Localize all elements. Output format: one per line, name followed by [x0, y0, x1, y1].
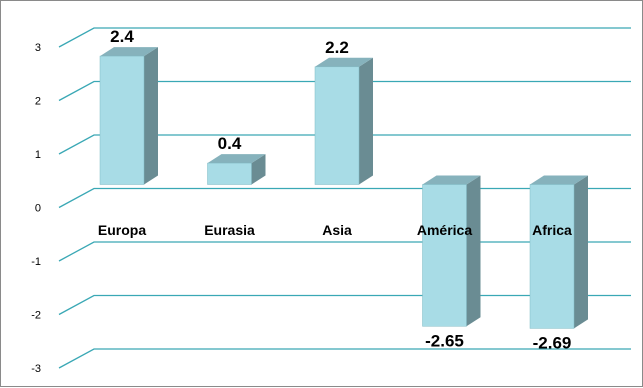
bar — [207, 162, 252, 185]
category-label: América — [417, 222, 472, 238]
data-label: -2.65 — [425, 331, 464, 350]
data-label: 2.4 — [110, 27, 134, 46]
bar-top — [530, 175, 588, 185]
gridline — [58, 27, 631, 48]
bar-side — [359, 57, 373, 185]
category-label: Eurasia — [204, 222, 255, 238]
y-tick-label: -3 — [31, 363, 41, 375]
bar — [529, 184, 575, 329]
bar — [99, 55, 145, 185]
gridline — [58, 134, 631, 155]
y-tick-label: -1 — [31, 256, 41, 268]
data-label: 0.4 — [218, 134, 242, 153]
bar-side — [251, 154, 266, 185]
y-tick-label: -2 — [31, 310, 41, 322]
category-label: Europa — [98, 222, 146, 238]
gridline — [58, 80, 631, 102]
gridline — [58, 348, 631, 369]
bar — [422, 184, 467, 327]
bar-side — [466, 175, 481, 327]
y-tick-label: 3 — [35, 42, 41, 54]
bar-top — [422, 175, 481, 185]
data-label: 2.2 — [325, 38, 349, 57]
bar — [314, 66, 360, 185]
category-label: Asia — [322, 222, 352, 238]
bar-top — [207, 154, 266, 164]
data-label: -2.69 — [533, 333, 572, 352]
y-tick-label: 1 — [35, 149, 41, 161]
bar-side — [574, 175, 588, 329]
y-tick-label: 0 — [35, 203, 41, 215]
bar-top — [315, 57, 373, 67]
y-tick-label: 2 — [35, 96, 41, 108]
category-label: Africa — [532, 222, 572, 238]
bar-top — [100, 47, 158, 57]
bar-side — [144, 47, 158, 185]
